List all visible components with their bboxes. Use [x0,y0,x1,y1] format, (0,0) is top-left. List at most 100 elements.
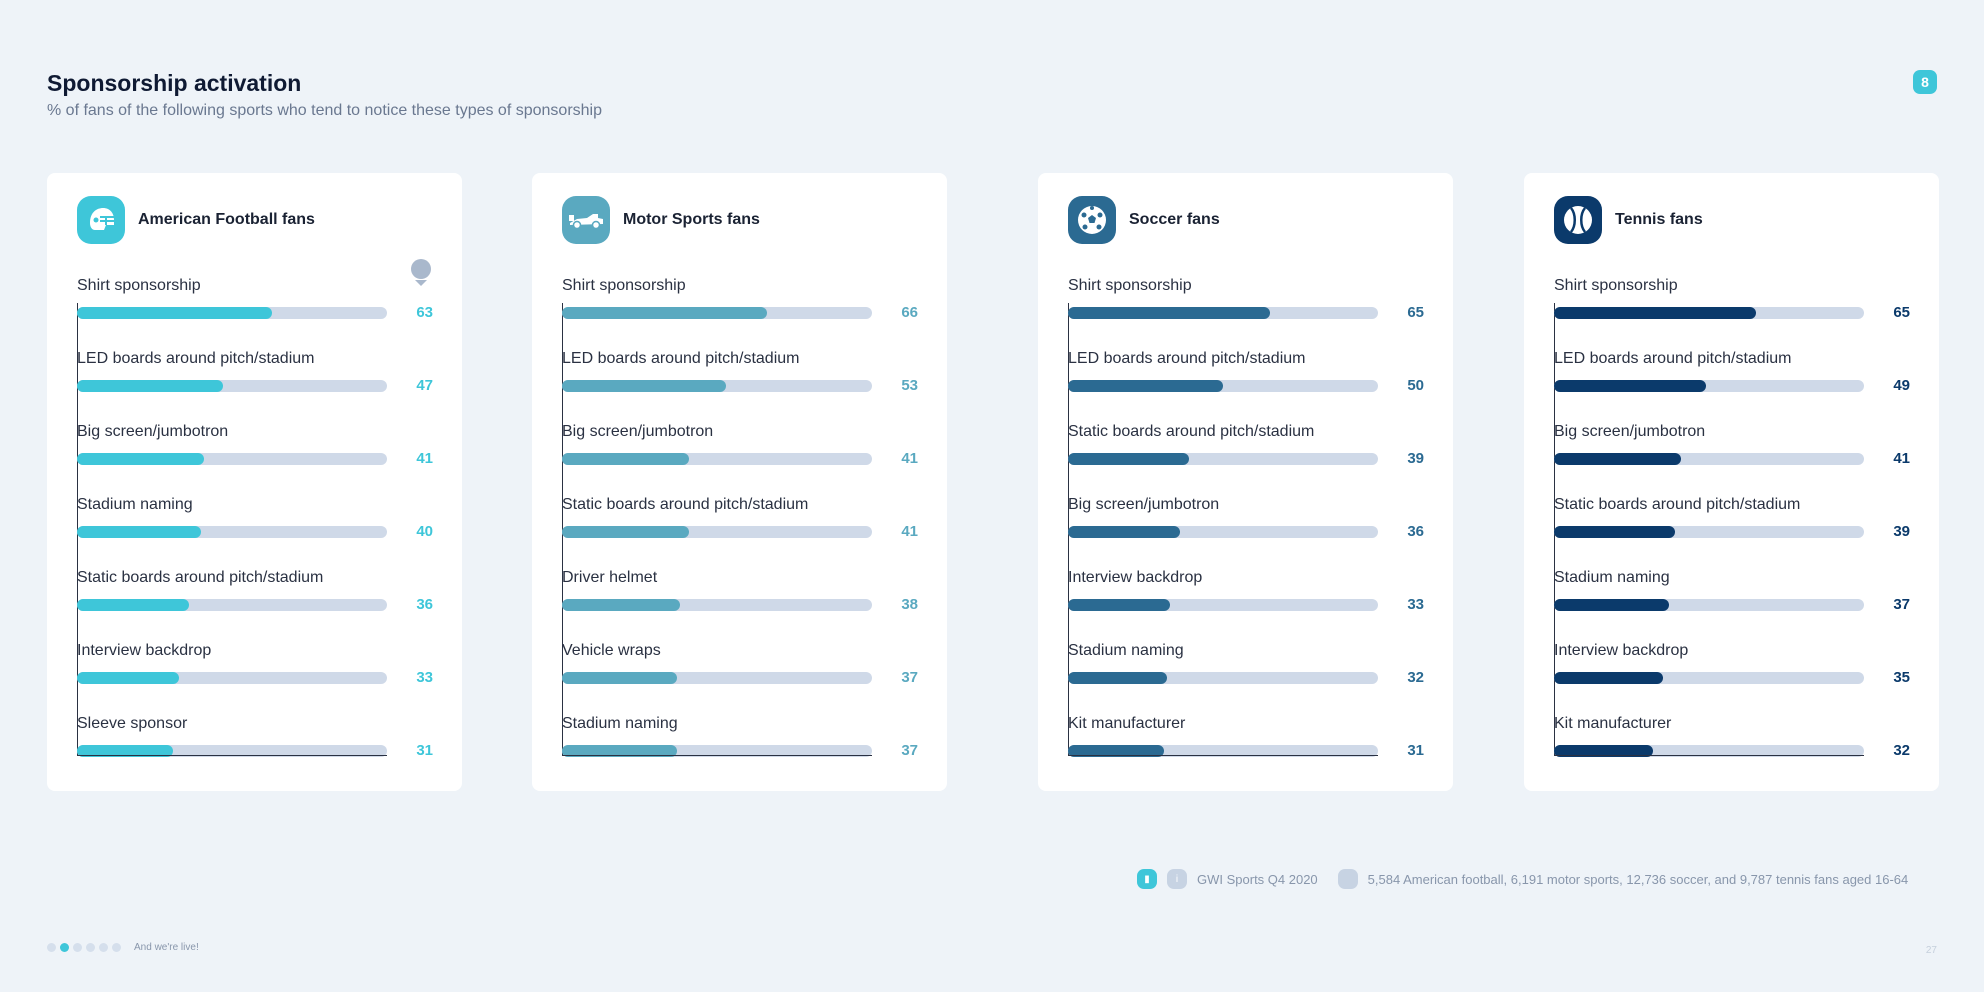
bar [1554,526,1675,538]
bar [1554,745,1654,757]
x-axis-line [1554,755,1864,756]
bar-row: Static boards around pitch/stadium 39 [1554,496,1914,546]
base-label: 5,584 American football, 6,191 motor spo… [1367,871,1909,887]
bar [1554,453,1682,465]
x-axis-line [562,755,872,756]
bar-label: Static boards around pitch/stadium [1068,423,1315,440]
card-title: Motor Sports fans [623,211,760,228]
page-dot[interactable] [99,943,108,952]
sport-card: American Football fans Shirt sponsorship 6… [47,173,462,791]
bar-value: 65 [1893,304,1910,321]
bar-track [562,745,872,757]
marker-icon [409,258,433,288]
page-dot[interactable] [73,943,82,952]
bar-row: Interview backdrop 35 [1554,642,1914,692]
bar-row: Shirt sponsorship 65 [1554,277,1914,327]
bar [1068,307,1270,319]
card-header: Soccer fans [1068,196,1428,244]
bar-value: 66 [901,304,918,321]
football-helmet-icon [77,196,125,244]
bar [1554,599,1669,611]
page-dot[interactable] [47,943,56,952]
bar-value: 63 [416,304,433,321]
card-title: Soccer fans [1129,211,1220,228]
bar-label: Static boards around pitch/stadium [1554,496,1801,513]
bar-label: Big screen/jumbotron [1068,496,1220,513]
bar-value: 32 [1407,669,1424,686]
bar [562,599,680,611]
bar-row: LED boards around pitch/stadium 53 [562,350,922,400]
bar-value: 65 [1407,304,1424,321]
bar-track [1068,672,1378,684]
page-badge: 8 [1913,70,1937,94]
bar-label: LED boards around pitch/stadium [1068,350,1306,367]
bar-row: Static boards around pitch/stadium 39 [1068,423,1428,473]
bar-track [1554,453,1864,465]
card-title: Tennis fans [1615,211,1703,228]
bar-label: Vehicle wraps [562,642,661,659]
bar-track [1554,745,1864,757]
bar-label: Shirt sponsorship [1554,277,1678,294]
bar-track [1068,307,1378,319]
bar-track [1554,672,1864,684]
card-header: Motor Sports fans [562,196,922,244]
bar [77,453,205,465]
info-icon: i [1167,869,1187,889]
bar-value: 41 [901,450,918,467]
bar-label: Kit manufacturer [1554,715,1672,732]
bar-track [1068,599,1378,611]
bar-track [1554,526,1864,538]
bar-row: Static boards around pitch/stadium 36 [77,569,437,619]
bar [1068,672,1168,684]
bar-label: Interview backdrop [1554,642,1689,659]
footer-tagline: And we're live! [134,942,199,953]
bar-track [1068,526,1378,538]
bar-label: Stadium naming [77,496,193,513]
bar-value: 37 [901,669,918,686]
bar-track [1554,599,1864,611]
page-dot[interactable] [112,943,121,952]
bar-track [562,453,872,465]
bar-row: Interview backdrop 33 [1068,569,1428,619]
chart-icon: ▮ [1137,869,1157,889]
bar-track [1068,453,1378,465]
bar-value: 50 [1407,377,1424,394]
x-axis-line [77,755,387,756]
bar-row: Shirt sponsorship 66 [562,277,922,327]
bar [562,672,677,684]
bar-track [1068,745,1378,757]
page-dot[interactable] [60,943,69,952]
bar-label: Stadium naming [1554,569,1670,586]
bar [1554,672,1663,684]
bar [77,599,189,611]
page-subtitle: % of fans of the following sports who te… [47,102,602,119]
bar-label: LED boards around pitch/stadium [562,350,800,367]
bar-value: 49 [1893,377,1910,394]
bar-row: Stadium naming 40 [77,496,437,546]
bar-value: 37 [901,742,918,759]
bar-value: 41 [901,523,918,540]
bar-row: Big screen/jumbotron 41 [562,423,922,473]
page-dot[interactable] [86,943,95,952]
source-line: ▮ i GWI Sports Q4 2020 5,584 American fo… [1137,868,1908,890]
bar [562,380,727,392]
bar-label: Driver helmet [562,569,658,586]
bar-value: 40 [416,523,433,540]
bar-row: Big screen/jumbotron 36 [1068,496,1428,546]
bar-value: 33 [416,669,433,686]
bar [77,380,223,392]
bar [1554,307,1756,319]
bar-row: LED boards around pitch/stadium 49 [1554,350,1914,400]
bar-value: 41 [1893,450,1910,467]
bar-track [77,672,387,684]
bar-label: Interview backdrop [77,642,212,659]
bar-value: 47 [416,377,433,394]
bar-track [562,307,872,319]
card-header: American Football fans [77,196,437,244]
card-header: Tennis fans [1554,196,1914,244]
bar-row: Interview backdrop 33 [77,642,437,692]
bar-row: Big screen/jumbotron 41 [1554,423,1914,473]
bar-label: Shirt sponsorship [77,277,201,294]
bar-label: Sleeve sponsor [77,715,188,732]
page-indicator [47,943,121,952]
